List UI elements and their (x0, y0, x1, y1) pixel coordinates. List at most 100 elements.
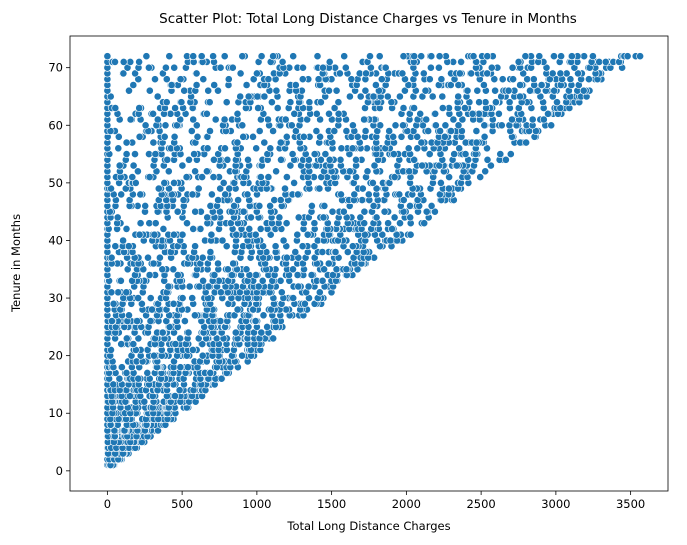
data-point (406, 230, 415, 239)
y-tick-label: 20 (48, 349, 63, 363)
data-point (334, 98, 343, 107)
data-point (494, 109, 503, 118)
data-point (122, 150, 131, 158)
y-tick-label: 40 (48, 233, 63, 247)
data-point (491, 86, 499, 95)
data-point (289, 265, 297, 274)
data-point (146, 294, 155, 302)
data-point (282, 132, 291, 141)
data-point (441, 121, 450, 130)
data-point (472, 127, 481, 135)
data-point (516, 92, 524, 101)
data-point (550, 52, 558, 61)
data-point (312, 109, 321, 118)
data-point (313, 52, 322, 61)
data-point (170, 132, 179, 141)
data-point (476, 173, 485, 181)
data-point (199, 276, 207, 285)
x-tick-label: 0 (104, 497, 111, 511)
data-point (431, 109, 440, 118)
data-point (260, 92, 269, 101)
data-point (151, 150, 160, 158)
data-point (131, 150, 139, 158)
data-point (124, 242, 133, 251)
data-point (521, 52, 530, 61)
data-point (277, 288, 286, 297)
data-point (117, 340, 126, 348)
data-point (109, 380, 118, 389)
data-point (300, 299, 309, 308)
data-point (137, 299, 146, 308)
data-point (220, 115, 229, 124)
x-tick-label: 500 (171, 497, 193, 511)
data-point (192, 81, 201, 89)
data-point (276, 276, 285, 285)
data-point (117, 276, 125, 285)
data-point (282, 219, 291, 228)
data-point (103, 52, 112, 61)
data-point (233, 109, 242, 118)
data-point (472, 138, 481, 147)
data-point (158, 265, 167, 274)
data-point (220, 52, 229, 61)
data-point (410, 104, 418, 112)
data-point (305, 98, 314, 107)
data-point (447, 127, 455, 135)
data-point (319, 63, 327, 72)
data-point (418, 161, 426, 170)
data-point (223, 265, 232, 274)
data-point (161, 63, 170, 72)
data-point (508, 63, 517, 72)
data-point (252, 144, 261, 153)
data-point (125, 392, 134, 400)
data-point (122, 138, 131, 147)
data-point (366, 52, 374, 61)
x-tick-label: 1000 (242, 497, 271, 511)
data-point (307, 201, 316, 210)
data-point (216, 63, 225, 72)
data-point (461, 150, 470, 158)
data-point (385, 127, 394, 135)
data-point (165, 322, 174, 331)
data-point (282, 253, 291, 262)
data-point (291, 81, 300, 89)
data-point (214, 259, 222, 268)
data-point (339, 207, 348, 216)
data-point (255, 127, 264, 135)
data-point (345, 92, 354, 101)
data-point (207, 230, 216, 239)
data-point (293, 190, 302, 199)
data-point (231, 328, 240, 337)
y-axis: 0 10 20 30 40 50 60 70 (48, 61, 70, 478)
data-point (164, 282, 173, 291)
data-point (158, 328, 167, 337)
data-point (233, 305, 242, 314)
data-point (114, 288, 122, 297)
data-point (155, 253, 164, 262)
data-point (191, 207, 200, 216)
data-point (214, 196, 222, 204)
data-point (108, 317, 116, 325)
data-point (142, 52, 151, 61)
data-point (509, 75, 517, 84)
data-point (151, 219, 160, 228)
data-point (256, 224, 265, 233)
data-point (238, 121, 247, 130)
data-point (198, 351, 207, 360)
data-point (144, 253, 152, 262)
data-point (206, 127, 214, 135)
data-point (150, 351, 158, 360)
data-point (210, 81, 219, 89)
data-point (176, 334, 184, 343)
data-point (358, 184, 367, 193)
data-point (192, 69, 201, 78)
data-point (437, 75, 446, 84)
data-point (547, 121, 556, 130)
data-point (122, 368, 131, 377)
data-point (257, 52, 266, 61)
data-point (258, 276, 267, 285)
data-point (173, 207, 182, 216)
data-point (369, 92, 378, 101)
data-point (377, 75, 386, 84)
data-point (342, 127, 351, 135)
